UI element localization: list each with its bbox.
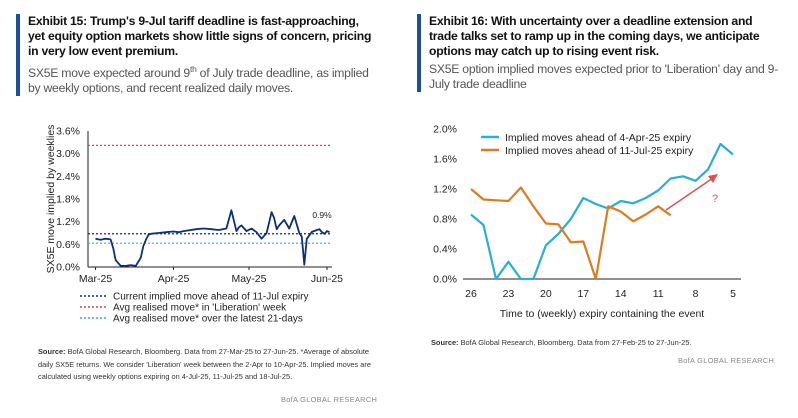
x-axis-label: Time to (weekly) expiry containing the e… bbox=[500, 308, 705, 320]
y-tick-label: 0.4% bbox=[433, 244, 457, 256]
exhibit-15-subtitle-part-b: of July trade deadline, as implied by we… bbox=[28, 65, 369, 95]
trend-arrow-shaft bbox=[665, 177, 714, 211]
exhibit-15-chart: 0.0% 0.6% 1.2% 1.8% 2.4% 3.0% 3.6% Mar-25 Apr-25… bbox=[45, 125, 343, 325]
x-tick-label: Mar-25 bbox=[79, 273, 112, 285]
x-tick-label: 23 bbox=[503, 288, 515, 300]
question-mark-annotation: ? bbox=[712, 193, 718, 205]
implied-move-series-line bbox=[95, 209, 330, 267]
exhibit-15-subtitle-part-a: SX5E move expected around 9 bbox=[28, 65, 190, 80]
x-tick-label: 20 bbox=[540, 288, 552, 300]
y-tick-label: 2.0% bbox=[433, 124, 457, 136]
exhibit-15-subtitle: SX5E move expected around 9th of July tr… bbox=[28, 62, 376, 96]
x-tick-label: May-25 bbox=[231, 273, 266, 285]
x-tick-label: 17 bbox=[577, 288, 589, 300]
exhibit-15-source-text: BofA Global Research, Bloomberg. Data fr… bbox=[38, 347, 371, 382]
legend-entry: Avg realised move* over the latest 21-da… bbox=[113, 314, 303, 325]
series-line-1 bbox=[470, 142, 734, 281]
exhibit-16-header: Exhibit 16: With uncertainty over a dead… bbox=[417, 14, 779, 93]
y-tick-label: 1.6% bbox=[433, 154, 457, 166]
trend-arrow-head bbox=[708, 174, 718, 183]
exhibit-16-subtitle: SX5E option implied moves expected prior… bbox=[429, 61, 778, 91]
y-tick-label: 0.8% bbox=[433, 214, 457, 226]
x-tick-label: 11 bbox=[653, 288, 664, 300]
x-tick-label: 5 bbox=[730, 288, 736, 300]
exhibit-16-chart: 0.0% 0.4% 0.8% 1.2% 1.6% 2.0% 26 23 20 17 14 11 8 5 Ti… bbox=[433, 124, 741, 320]
exhibit-15-title: Exhibit 15: Trump's 9-Jul tariff deadlin… bbox=[28, 14, 372, 59]
x-tick-label: 26 bbox=[465, 288, 477, 300]
y-tick-label: 1.8% bbox=[56, 194, 80, 206]
x-tick-label: Jun-25 bbox=[311, 273, 343, 285]
legend-entry: Implied moves ahead of 11-Jul-25 expiry bbox=[505, 145, 694, 157]
exhibit-16-brand: BofA GLOBAL RESEARCH bbox=[678, 356, 775, 365]
x-tick-label: 8 bbox=[693, 288, 699, 300]
legend-entry: Current implied move ahead of 11-Jul exp… bbox=[113, 292, 308, 303]
exhibit-15-header: Exhibit 15: Trump's 9-Jul tariff deadlin… bbox=[16, 14, 376, 97]
exhibit-15-source: Source: BofA Global Research, Bloomberg.… bbox=[38, 346, 378, 384]
legend-entry: Implied moves ahead of 4-Apr-25 expiry bbox=[505, 132, 692, 144]
current-value-annotation: 0.9% bbox=[312, 210, 332, 220]
exhibit-15-source-label: Source: bbox=[38, 347, 66, 356]
y-tick-label: 0.0% bbox=[433, 274, 457, 286]
series-line-2 bbox=[470, 186, 672, 281]
y-axis-label: SX5E move implied by weeklies bbox=[45, 125, 57, 274]
y-tick-label: 1.2% bbox=[433, 184, 457, 196]
exhibit-16-panel: Exhibit 16: With uncertainty over a dead… bbox=[399, 0, 798, 418]
y-tick-label: 0.6% bbox=[56, 239, 80, 251]
exhibit-15-brand: BofA GLOBAL RESEARCH bbox=[281, 395, 378, 404]
y-tick-label: 3.0% bbox=[56, 148, 80, 160]
exhibit-16-source-label: Source: bbox=[431, 338, 459, 347]
exhibit-16-source: Source: BofA Global Research, Bloomberg.… bbox=[431, 337, 791, 350]
exhibit-16-title: Exhibit 16: With uncertainty over a dead… bbox=[429, 14, 760, 59]
y-tick-label: 2.4% bbox=[56, 171, 80, 183]
y-tick-label: 0.0% bbox=[56, 262, 80, 274]
exhibit-16-source-text: BofA Global Research, Bloomberg. Data fr… bbox=[458, 338, 692, 347]
x-tick-label: 14 bbox=[615, 288, 627, 300]
y-tick-label: 3.6% bbox=[56, 126, 80, 138]
exhibit-15-panel: Exhibit 15: Trump's 9-Jul tariff deadlin… bbox=[16, 14, 378, 404]
y-tick-label: 1.2% bbox=[56, 216, 80, 228]
legend-entry: Avg realised move* in 'Liberation' week bbox=[113, 303, 287, 314]
x-tick-label: Apr-25 bbox=[158, 273, 190, 285]
exhibit-15-subtitle-superscript: th bbox=[189, 63, 197, 74]
